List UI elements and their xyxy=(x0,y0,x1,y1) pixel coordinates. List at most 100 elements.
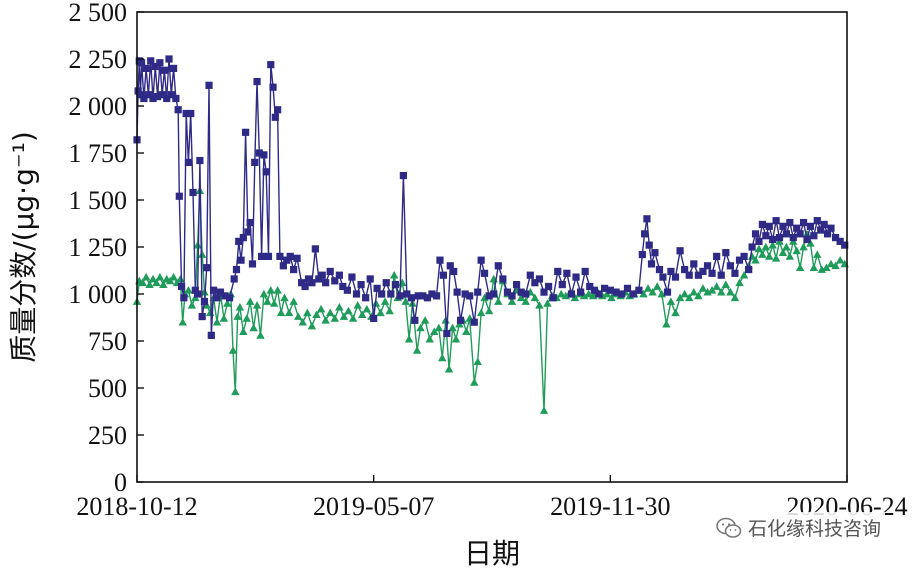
series-point xyxy=(638,250,646,259)
series-point xyxy=(778,248,788,256)
series-point xyxy=(466,292,474,300)
series-point xyxy=(205,81,213,89)
series-point xyxy=(629,290,637,298)
series-point xyxy=(362,294,370,302)
series-point xyxy=(213,294,221,302)
series-point xyxy=(641,230,649,238)
series-point xyxy=(348,273,356,281)
series-point xyxy=(152,278,161,287)
series-point xyxy=(476,308,486,317)
series-point xyxy=(768,240,777,249)
x-axis-title: 日期 xyxy=(464,537,520,570)
series-point xyxy=(841,241,849,249)
series-point xyxy=(681,265,689,274)
series-point xyxy=(167,91,175,99)
series-point xyxy=(512,281,521,289)
series-point xyxy=(786,218,794,227)
series-point xyxy=(260,151,268,159)
series-point xyxy=(563,269,571,277)
series-point xyxy=(494,297,503,305)
series-point xyxy=(657,289,666,298)
series-point xyxy=(581,267,589,276)
series-point xyxy=(708,269,716,277)
series-point xyxy=(623,284,632,292)
series-point xyxy=(169,272,178,281)
y-tick-label: 1 000 xyxy=(69,280,128,309)
series-point xyxy=(237,256,245,264)
series-point xyxy=(772,217,780,225)
series-point xyxy=(817,226,825,234)
y-tick-label: 2 250 xyxy=(69,45,128,74)
x-axis: 2018-10-12 2019-05-07 2019-11-30 2020-06-24 xyxy=(76,475,908,521)
series-point xyxy=(221,292,229,300)
series-point xyxy=(267,61,275,69)
series-point xyxy=(420,316,430,324)
series-point xyxy=(730,293,740,302)
series-point xyxy=(699,267,707,276)
series-point xyxy=(443,329,451,338)
series-point xyxy=(362,304,372,313)
x-tick-label: 2019-05-07 xyxy=(313,492,434,521)
series-point xyxy=(258,252,266,260)
series-point xyxy=(448,323,457,332)
series-point xyxy=(761,242,771,251)
series-point xyxy=(411,316,419,324)
series-point xyxy=(516,293,526,302)
series-point xyxy=(827,224,835,232)
series-point xyxy=(820,220,828,229)
series-point xyxy=(671,273,680,281)
series-point xyxy=(717,287,726,296)
series-point xyxy=(256,331,265,339)
x-tick-label: 2019-11-30 xyxy=(550,492,670,521)
series-point xyxy=(235,237,243,245)
series-point xyxy=(653,282,662,290)
series-point xyxy=(335,302,344,311)
series-point xyxy=(659,273,667,281)
series-point xyxy=(462,327,471,335)
series-point xyxy=(151,62,159,71)
series-point xyxy=(561,291,570,300)
series-point xyxy=(601,284,609,292)
series-point xyxy=(507,297,517,305)
series-point xyxy=(444,365,454,373)
series-point xyxy=(584,289,593,298)
series-point xyxy=(751,230,760,238)
series-point xyxy=(177,282,186,291)
series-point xyxy=(494,262,502,270)
series-point xyxy=(618,290,626,298)
series-point xyxy=(249,323,258,332)
series-point xyxy=(577,288,585,296)
series-point xyxy=(531,279,539,287)
series-point xyxy=(387,290,395,298)
series-point xyxy=(438,353,447,362)
series-point xyxy=(436,256,444,264)
series-point xyxy=(219,314,229,322)
series-point xyxy=(401,297,410,305)
series-point xyxy=(284,308,294,317)
series-point xyxy=(380,297,390,305)
series-point xyxy=(399,171,407,180)
series-point xyxy=(663,288,672,296)
series-point xyxy=(316,304,326,313)
series-point xyxy=(689,287,698,296)
watermark-text: 石化缘科技咨询 xyxy=(747,518,881,540)
y-tick-label: 1 250 xyxy=(69,233,128,262)
series-point xyxy=(294,312,303,320)
series-point xyxy=(159,280,168,288)
series-point xyxy=(796,230,804,238)
series-point xyxy=(643,215,651,223)
series-point xyxy=(590,286,598,294)
series-point xyxy=(419,292,427,300)
series-point xyxy=(543,299,552,307)
series-point xyxy=(163,94,171,103)
y-tick-label: 2 500 xyxy=(69,0,128,27)
series-point xyxy=(242,128,250,136)
series-point xyxy=(279,262,287,270)
series-point xyxy=(248,260,257,268)
series-point xyxy=(535,301,544,309)
series-point xyxy=(428,290,436,298)
series-point xyxy=(198,312,206,321)
series-point xyxy=(182,109,190,118)
series-point xyxy=(499,275,507,283)
series-point xyxy=(792,246,801,255)
